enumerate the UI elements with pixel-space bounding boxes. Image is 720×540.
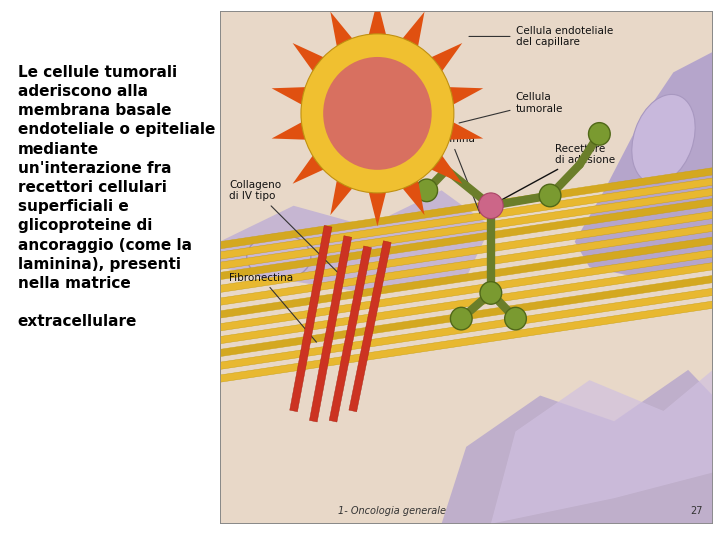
Text: Le cellule tumorali
aderiscono alla
membrana basale
endoteliale o epiteliale
med: Le cellule tumorali aderiscono alla memb… xyxy=(18,65,215,329)
Text: Laminina: Laminina xyxy=(427,134,480,213)
Text: 1- Oncologia generale: 1- Oncologia generale xyxy=(338,506,446,516)
Polygon shape xyxy=(330,12,352,46)
Polygon shape xyxy=(441,370,713,524)
Polygon shape xyxy=(210,261,720,345)
Polygon shape xyxy=(575,52,713,278)
Polygon shape xyxy=(330,181,352,215)
Polygon shape xyxy=(210,166,720,251)
Polygon shape xyxy=(271,87,305,105)
Polygon shape xyxy=(402,12,425,46)
Text: 27: 27 xyxy=(690,506,703,516)
Polygon shape xyxy=(210,300,720,384)
Wedge shape xyxy=(479,193,503,219)
Polygon shape xyxy=(369,1,386,35)
Ellipse shape xyxy=(247,234,311,280)
Polygon shape xyxy=(329,246,372,422)
Ellipse shape xyxy=(631,94,696,184)
Polygon shape xyxy=(292,43,323,71)
Circle shape xyxy=(323,57,432,170)
Polygon shape xyxy=(292,156,323,184)
Polygon shape xyxy=(431,43,462,71)
Polygon shape xyxy=(210,235,720,320)
Polygon shape xyxy=(310,236,351,422)
Polygon shape xyxy=(431,156,462,184)
Polygon shape xyxy=(289,226,332,411)
Polygon shape xyxy=(369,192,386,226)
Polygon shape xyxy=(449,87,483,105)
Circle shape xyxy=(480,282,502,304)
Polygon shape xyxy=(271,122,305,140)
Polygon shape xyxy=(210,187,720,271)
Polygon shape xyxy=(210,287,720,371)
Polygon shape xyxy=(210,222,720,307)
Polygon shape xyxy=(210,248,720,333)
Polygon shape xyxy=(449,122,483,140)
Polygon shape xyxy=(210,197,720,281)
Circle shape xyxy=(451,307,472,330)
Text: Collageno
di IV tipo: Collageno di IV tipo xyxy=(230,179,341,275)
Text: Cellula
tumorale: Cellula tumorale xyxy=(459,92,563,123)
Polygon shape xyxy=(210,177,720,261)
Polygon shape xyxy=(349,241,391,412)
Circle shape xyxy=(539,184,561,207)
Circle shape xyxy=(588,123,611,145)
Text: Recettore
di adesione: Recettore di adesione xyxy=(495,144,615,204)
Circle shape xyxy=(301,34,454,193)
Circle shape xyxy=(416,179,438,201)
Text: Fibronectina: Fibronectina xyxy=(230,273,316,342)
Polygon shape xyxy=(402,181,425,215)
Polygon shape xyxy=(220,190,491,293)
Polygon shape xyxy=(491,370,713,524)
Circle shape xyxy=(505,307,526,330)
Polygon shape xyxy=(210,274,720,358)
Polygon shape xyxy=(210,210,720,294)
Text: Cellula endoteliale
del capillare: Cellula endoteliale del capillare xyxy=(469,25,613,47)
